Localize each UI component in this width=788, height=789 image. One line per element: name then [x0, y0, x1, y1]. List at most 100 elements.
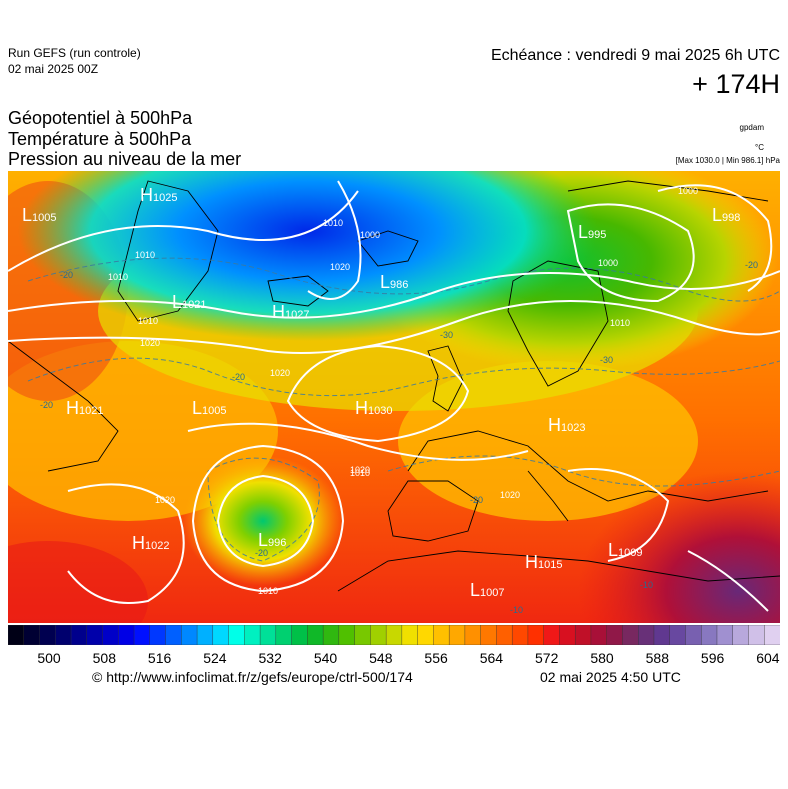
- pressure-center-type: H: [548, 415, 561, 435]
- colorbar-swatch: [275, 625, 293, 645]
- colorbar-swatch: [39, 625, 56, 645]
- colorbar-tick-label: 524: [203, 650, 227, 666]
- isotherm-label: -10: [640, 580, 654, 590]
- isobar-1000-arctic: [307, 180, 362, 300]
- pressure-center-high: H1022: [132, 533, 169, 554]
- isobar-label: 1010: [108, 272, 129, 282]
- isotherm-label: -20: [232, 372, 246, 382]
- north-america-coast: [8, 340, 119, 472]
- isobar-label: 1020: [500, 490, 521, 500]
- isobar-label: 1000: [678, 186, 699, 196]
- cutoff-low: [183, 456, 343, 586]
- colorbar-tick-label: 500: [37, 650, 61, 666]
- pressure-center-value: 1027: [285, 309, 310, 321]
- isotherm-10: [387, 455, 780, 487]
- iberia-coast: [387, 480, 479, 542]
- colorbar-swatch: [764, 625, 780, 645]
- colorbar-tick-label: 508: [92, 650, 116, 666]
- isobar-1010-southeast: [687, 550, 769, 612]
- pressure-center-high: H1025: [140, 185, 177, 206]
- isotherm-30: [27, 257, 780, 302]
- colorbar-swatch: [574, 625, 592, 645]
- isobar-label: 1020: [350, 465, 371, 475]
- forecast-range: + 174H: [692, 69, 780, 99]
- colorbar-swatch: [370, 625, 387, 645]
- isotherm-20: [27, 357, 780, 397]
- isotherm-label: -20: [40, 400, 54, 410]
- pressure-center-value: 1009: [618, 547, 643, 559]
- colorbar-swatch: [354, 625, 371, 645]
- pressure-center-high: H1027: [272, 302, 309, 323]
- pressure-center-type: L: [470, 580, 481, 600]
- pressure-center-low: L1007: [470, 580, 505, 601]
- pressure-center-value: 1025: [153, 192, 178, 204]
- pressure-center-high: H1015: [525, 552, 562, 573]
- colorbar-swatch: [401, 625, 419, 645]
- run-date: 02 mai 2025 00Z: [8, 62, 99, 76]
- pressure-center-value: 1021: [182, 299, 207, 311]
- unit-geopotential: gpdam: [739, 123, 764, 132]
- pressure-center-type: L: [712, 205, 723, 225]
- valid-time: Echéance : vendredi 9 mai 2025 6h UTC: [490, 47, 780, 64]
- isobar-1000-scandi-low: [566, 203, 695, 303]
- colorbar-swatch: [259, 625, 277, 645]
- colorbar-swatch: [527, 625, 545, 645]
- pressure-center-low: L1005: [22, 205, 57, 226]
- africa-coast: [337, 550, 780, 592]
- pressure-center-type: L: [258, 530, 269, 550]
- isobar-1010-north: [8, 190, 359, 272]
- isobar-label: 1010: [138, 316, 159, 326]
- colorbar-swatch: [464, 625, 482, 645]
- italy-coast: [527, 470, 569, 522]
- isobar-label: 1010: [258, 586, 279, 596]
- colorbar-swatch: [149, 625, 167, 645]
- pressure-center-value: 986: [390, 279, 409, 291]
- colorbar-swatch: [669, 625, 686, 645]
- isobar-1020-mid: [8, 300, 780, 354]
- source-credit: © http://www.infoclimat.fr/z/gefs/europe…: [92, 669, 413, 685]
- pressure-center-value: 1022: [145, 540, 170, 552]
- isobar-label: 1010: [135, 250, 156, 260]
- pressure-center-type: L: [22, 205, 33, 225]
- colorbar-swatch: [685, 625, 702, 645]
- pressure-center-low: L1021: [172, 292, 207, 313]
- colorbar-swatch: [748, 625, 765, 645]
- colorbar-swatch: [8, 625, 25, 645]
- colorbar-swatch: [638, 625, 655, 645]
- colorbar-swatch: [590, 625, 608, 645]
- isobar-label: 1020: [140, 338, 161, 348]
- pressure-center-type: L: [192, 398, 203, 418]
- pressure-center-type: H: [525, 552, 538, 572]
- colorbar-swatch: [118, 625, 135, 645]
- colorbar: [8, 625, 780, 645]
- colorbar-swatch: [86, 625, 104, 645]
- pressure-center-high: H1023: [548, 415, 585, 436]
- title-temperature: Température à 500hPa: [8, 129, 192, 149]
- colorbar-tick-label: 556: [424, 650, 448, 666]
- isobar-label: 1010: [350, 468, 371, 478]
- pressure-center-value: 1005: [202, 405, 227, 417]
- hot-southeast: [578, 471, 780, 623]
- pressure-center-type: L: [172, 292, 183, 312]
- colorbar-swatch: [70, 625, 88, 645]
- colorbar-tick-label: 564: [479, 650, 504, 666]
- title-pressure: Pression au niveau de la mer: [8, 149, 242, 169]
- isobar-1020-south: [187, 422, 529, 461]
- isobar-1000-low: [216, 474, 315, 568]
- colorbar-swatch: [338, 625, 356, 645]
- colorbar-swatch: [732, 625, 749, 645]
- pressure-center-low: L998: [712, 205, 740, 226]
- isobar-label: 1000: [598, 258, 619, 268]
- pressure-center-value: 1021: [79, 405, 104, 417]
- colorbar-tick-label: 604: [756, 650, 780, 666]
- colorbar-swatch: [622, 625, 639, 645]
- colorbar-swatch: [212, 625, 230, 645]
- pressure-center-type: H: [132, 533, 145, 553]
- colorbar-swatch: [559, 625, 576, 645]
- isotherm-label: -20: [60, 270, 74, 280]
- svalbard-coast: [357, 230, 419, 267]
- colorbar-swatch: [433, 625, 450, 645]
- colorbar-tick-label: 572: [535, 650, 559, 666]
- isobar-1025-high: [286, 344, 470, 443]
- isobar-1010-med: [567, 468, 670, 562]
